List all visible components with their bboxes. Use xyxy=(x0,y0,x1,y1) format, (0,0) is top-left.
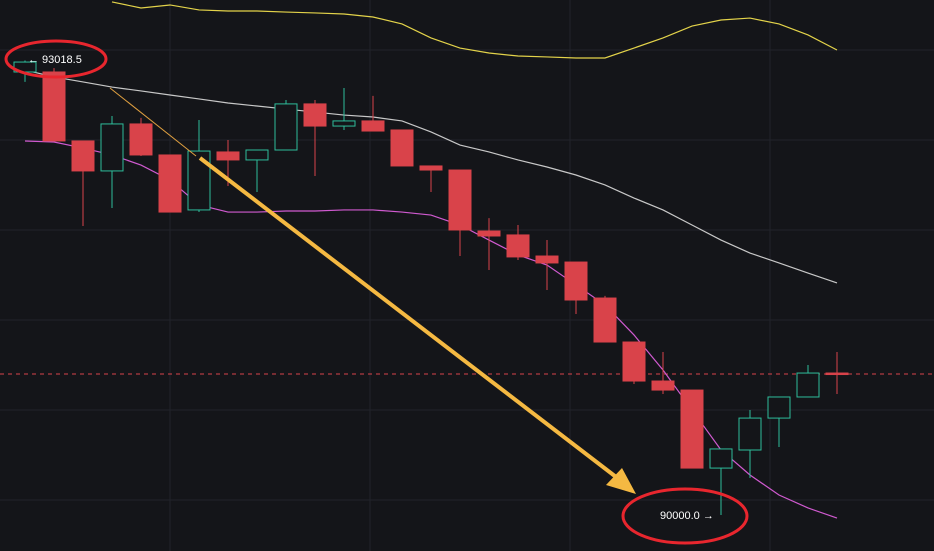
candle-body xyxy=(622,341,646,382)
candle-body xyxy=(361,120,385,132)
candle-body xyxy=(332,120,356,127)
candle-body xyxy=(825,372,849,376)
candle-body xyxy=(303,103,327,127)
trend-arrow xyxy=(198,156,622,482)
low-label: 90000.0 → xyxy=(660,510,714,522)
moving-average xyxy=(111,1,838,59)
candle-body xyxy=(187,150,211,211)
candle-body xyxy=(564,261,588,301)
candle-body xyxy=(709,448,733,469)
candle-body xyxy=(100,123,124,172)
candle-body xyxy=(42,71,66,142)
candle-body xyxy=(448,169,472,231)
candle-body xyxy=(680,389,704,469)
moving-average xyxy=(24,69,838,284)
candle-body xyxy=(477,230,501,237)
candle-body xyxy=(767,396,791,419)
candle-body xyxy=(796,372,820,398)
highlight-circle xyxy=(4,39,108,79)
candle-body xyxy=(274,103,298,151)
candle-body xyxy=(390,129,414,167)
candle-body xyxy=(216,151,240,161)
candle-body xyxy=(506,234,530,258)
candle-body xyxy=(71,140,95,172)
candle-body xyxy=(129,123,153,156)
candle-body xyxy=(651,380,675,391)
arrow-head xyxy=(606,468,636,494)
trend-line xyxy=(109,87,197,157)
high-label: ← 93018.5 xyxy=(28,54,82,66)
highlight-circle xyxy=(621,487,749,545)
candle-body xyxy=(535,255,559,264)
candle-body xyxy=(419,165,443,171)
candle-body xyxy=(245,149,269,161)
candle-body xyxy=(158,154,182,213)
candle-body xyxy=(738,417,762,451)
candle-body xyxy=(593,297,617,343)
